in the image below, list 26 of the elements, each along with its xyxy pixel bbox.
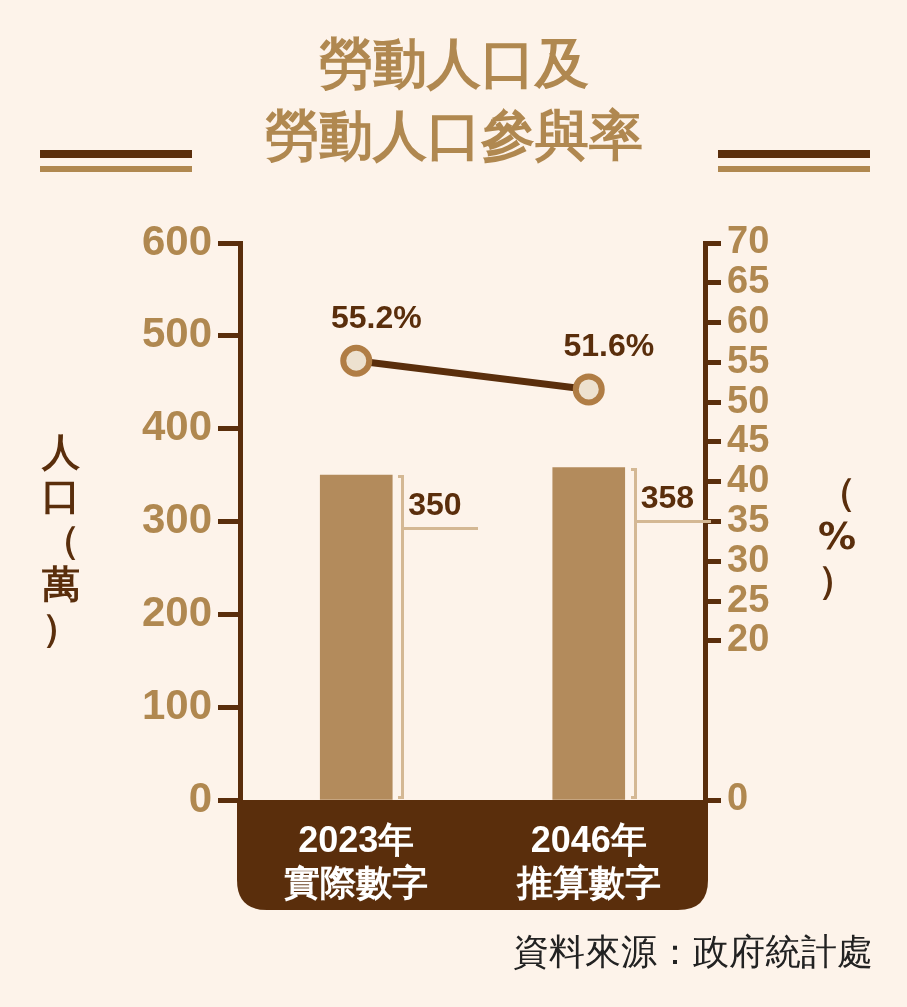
y2-tick-label: 45 xyxy=(727,418,770,461)
y2-tick-label: 20 xyxy=(727,617,770,660)
y2-tick-label: 50 xyxy=(727,378,770,421)
y-tick-label: 600 xyxy=(141,216,212,264)
source-note: 資料來源：政府統計處 xyxy=(513,930,873,974)
y-axis-title: 人口（萬） xyxy=(40,430,81,650)
x-tick-label: 2023年實際數字 xyxy=(284,818,429,903)
x-tick-label: 2046年推算數字 xyxy=(515,818,661,903)
y-tick-label: 500 xyxy=(141,309,212,357)
y2-tick-label: 65 xyxy=(727,259,770,302)
y2-tick-label: 70 xyxy=(727,219,770,262)
chart-subtitle: 勞動人口參與率 xyxy=(263,103,644,169)
data-label: 55.2% xyxy=(330,298,422,335)
data-label: 358 xyxy=(640,478,695,515)
data-label: 350 xyxy=(408,486,462,523)
data-label: 51.6% xyxy=(563,327,655,364)
y-tick-label: 0 xyxy=(188,773,212,821)
y2-tick-label: 25 xyxy=(727,577,770,620)
y-tick-label: 200 xyxy=(141,587,212,635)
y2-tick-label: 30 xyxy=(727,537,770,580)
y2-axis-title: （%） xyxy=(816,470,858,602)
y2-tick-label: 0 xyxy=(727,776,749,819)
chart-title: 勞動人口及 xyxy=(317,31,590,97)
y-tick-label: 100 xyxy=(141,680,212,728)
y-tick-label: 400 xyxy=(141,402,212,450)
y-tick-label: 300 xyxy=(141,495,212,543)
